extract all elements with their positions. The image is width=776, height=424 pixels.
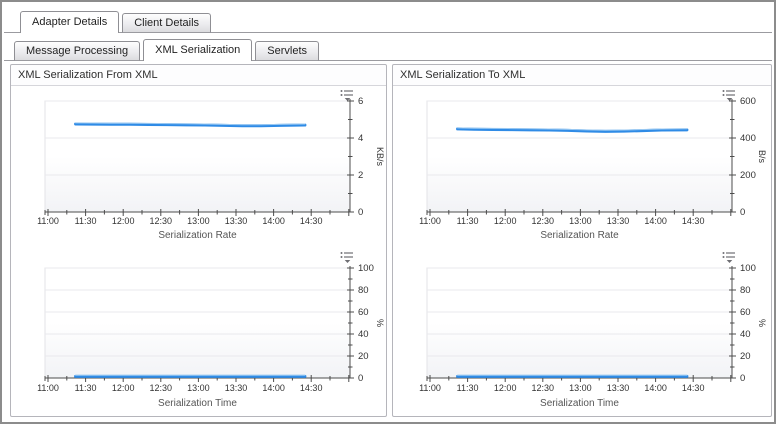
tab-xml-serialization[interactable]: XML Serialization bbox=[143, 39, 253, 61]
primary-tab-bar: Adapter Details Client Details bbox=[20, 11, 212, 33]
x-tick-label: 14:30 bbox=[682, 216, 705, 226]
x-tick-label: 11:00 bbox=[37, 216, 59, 226]
x-tick-label: 12:00 bbox=[494, 216, 517, 226]
x-tick-label: 12:30 bbox=[150, 216, 173, 226]
x-tick-label: 12:00 bbox=[112, 383, 135, 393]
serialization-time-chart: 11:00 11:30 12:00 12:30 13:00 13:30 14:00 14:30… bbox=[37, 263, 384, 409]
y-unit-label: KB/s bbox=[375, 147, 384, 167]
tab-message-processing[interactable]: Message Processing bbox=[14, 41, 141, 61]
x-tick-label: 13:30 bbox=[607, 383, 630, 393]
x-tick-label: 12:00 bbox=[494, 383, 517, 393]
chart-serialization-rate: 11:00 11:30 12:00 12:30 13:00 13:30 14:00 14:30… bbox=[393, 86, 771, 242]
y-tick-label: 40 bbox=[358, 329, 369, 340]
x-tick-label: 11:30 bbox=[457, 216, 479, 226]
serialization-rate-chart: 11:00 11:30 12:00 12:30 13:00 13:30 14:00 14:30… bbox=[419, 96, 766, 241]
serialization-rate-chart: 11:00 11:30 12:00 12:30 13:00 13:30 14:00 14:30… bbox=[37, 96, 384, 241]
y-tick-label: 20 bbox=[358, 351, 369, 362]
plot-area bbox=[44, 100, 351, 213]
y-tick-label: 80 bbox=[740, 285, 751, 296]
axis-title: Serialization Rate bbox=[540, 230, 619, 241]
axis-title: Serialization Time bbox=[540, 398, 619, 409]
series-line bbox=[74, 122, 307, 128]
y-tick-label: 0 bbox=[740, 373, 745, 384]
chart-serialization-rate: 11:00 11:30 12:00 12:30 13:00 13:30 14:00 14:30… bbox=[11, 86, 386, 242]
tab-row-divider-primary bbox=[4, 32, 772, 33]
y-tick-label: 20 bbox=[740, 351, 751, 362]
y-tick-label: 0 bbox=[740, 207, 745, 218]
series-line-highlight bbox=[457, 127, 688, 131]
series-line-highlight bbox=[75, 122, 306, 126]
y-tick-label: 6 bbox=[358, 96, 363, 107]
plot-area bbox=[44, 267, 351, 379]
y-tick-label: 200 bbox=[740, 170, 756, 181]
panel-title: XML Serialization From XML bbox=[11, 65, 386, 86]
x-tick-label: 11:30 bbox=[457, 383, 479, 393]
y-tick-label: 100 bbox=[740, 263, 756, 274]
chart-serialization-time: 11:00 11:30 12:00 12:30 13:00 13:30 14:00 14:30… bbox=[11, 242, 386, 414]
x-tick-label: 13:30 bbox=[225, 383, 248, 393]
x-tick-label: 13:00 bbox=[187, 216, 210, 226]
y-tick-label: 600 bbox=[740, 96, 756, 107]
x-tick-label: 11:00 bbox=[419, 383, 441, 393]
chart-serialization-time: 11:00 11:30 12:00 12:30 13:00 13:30 14:00 14:30… bbox=[393, 242, 771, 414]
x-tick-label: 13:30 bbox=[225, 216, 248, 226]
x-tick-label: 14:30 bbox=[300, 216, 323, 226]
y-tick-label: 60 bbox=[358, 307, 369, 318]
x-tick-label: 13:30 bbox=[607, 216, 630, 226]
tab-row-divider-secondary bbox=[4, 60, 772, 61]
tab-adapter-details[interactable]: Adapter Details bbox=[20, 11, 120, 33]
y-unit-label: % bbox=[375, 319, 384, 327]
y-tick-label: 0 bbox=[358, 207, 363, 218]
y-tick-label: 400 bbox=[740, 133, 756, 144]
y-tick-label: 4 bbox=[358, 133, 363, 144]
x-tick-label: 13:00 bbox=[569, 216, 592, 226]
x-tick-label: 12:30 bbox=[150, 383, 173, 393]
x-tick-label: 12:00 bbox=[112, 216, 135, 226]
x-tick-label: 12:30 bbox=[532, 383, 555, 393]
legend-options-icon[interactable] bbox=[338, 89, 353, 102]
axis-title: Serialization Time bbox=[158, 398, 237, 409]
y-tick-label: 2 bbox=[358, 170, 363, 181]
x-tick-label: 13:00 bbox=[569, 383, 592, 393]
y-unit-label: % bbox=[757, 319, 766, 327]
secondary-tab-bar: Message Processing XML Serialization Ser… bbox=[14, 39, 320, 61]
panel-title: XML Serialization To XML bbox=[393, 65, 771, 86]
tab-client-details[interactable]: Client Details bbox=[122, 13, 212, 33]
y-tick-label: 60 bbox=[740, 307, 751, 318]
y-tick-label: 80 bbox=[358, 285, 369, 296]
series-line bbox=[456, 127, 689, 133]
legend-options-icon[interactable] bbox=[720, 251, 735, 264]
axis-title: Serialization Rate bbox=[158, 230, 237, 241]
legend-options-icon[interactable] bbox=[720, 89, 735, 102]
tab-servlets[interactable]: Servlets bbox=[255, 41, 320, 61]
x-tick-label: 11:00 bbox=[37, 383, 59, 393]
x-tick-label: 11:30 bbox=[75, 216, 97, 226]
y-tick-label: 0 bbox=[358, 373, 363, 384]
plot-area bbox=[426, 100, 733, 213]
y-tick-label: 100 bbox=[358, 263, 374, 274]
x-tick-label: 14:30 bbox=[300, 383, 323, 393]
x-tick-label: 14:00 bbox=[644, 383, 667, 393]
panel-xml-serialization-to-xml: XML Serialization To XML 11:00 11:30 12:00… bbox=[392, 64, 772, 417]
x-tick-label: 14:30 bbox=[682, 383, 705, 393]
x-tick-label: 11:00 bbox=[419, 216, 441, 226]
y-tick-label: 40 bbox=[740, 329, 751, 340]
x-tick-label: 12:30 bbox=[532, 216, 555, 226]
legend-options-icon[interactable] bbox=[338, 251, 353, 264]
x-tick-label: 13:00 bbox=[187, 383, 210, 393]
plot-area bbox=[426, 267, 733, 379]
x-tick-label: 11:30 bbox=[75, 383, 97, 393]
y-unit-label: B/s bbox=[757, 150, 766, 164]
serialization-time-chart: 11:00 11:30 12:00 12:30 13:00 13:30 14:00 14:30… bbox=[419, 263, 766, 409]
x-tick-label: 14:00 bbox=[644, 216, 667, 226]
x-tick-label: 14:00 bbox=[262, 383, 285, 393]
x-tick-label: 14:00 bbox=[262, 216, 285, 226]
panel-xml-serialization-from-xml: XML Serialization From XML 11:00 11:30 12:… bbox=[10, 64, 387, 417]
